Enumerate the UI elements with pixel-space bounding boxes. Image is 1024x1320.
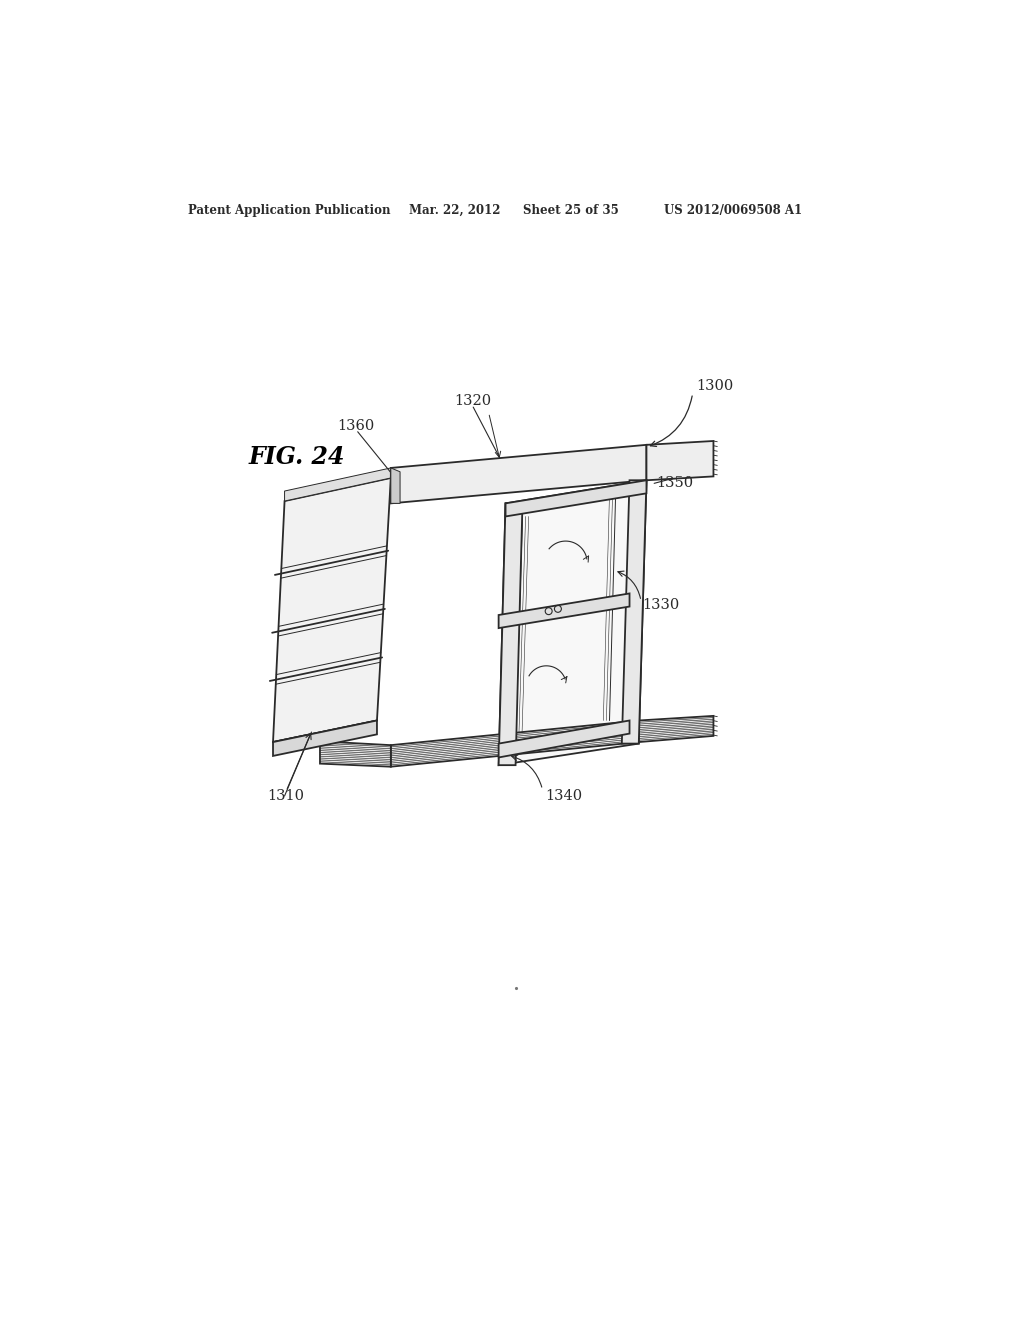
Text: Mar. 22, 2012: Mar. 22, 2012	[410, 205, 501, 218]
Text: FIG. 24: FIG. 24	[249, 445, 345, 469]
Polygon shape	[273, 721, 377, 756]
Text: 1320: 1320	[454, 393, 492, 408]
Text: 1350: 1350	[656, 477, 693, 490]
Polygon shape	[499, 503, 522, 766]
Polygon shape	[506, 480, 646, 516]
Polygon shape	[622, 480, 646, 743]
Polygon shape	[646, 441, 714, 480]
Polygon shape	[639, 715, 714, 742]
Polygon shape	[499, 480, 646, 766]
Polygon shape	[391, 721, 639, 767]
Polygon shape	[285, 469, 391, 502]
Polygon shape	[273, 478, 391, 742]
Polygon shape	[499, 594, 630, 628]
Polygon shape	[391, 469, 400, 480]
Text: US 2012/0069508 A1: US 2012/0069508 A1	[665, 205, 802, 218]
Polygon shape	[391, 445, 646, 503]
Text: 1330: 1330	[643, 598, 680, 612]
Polygon shape	[319, 742, 391, 767]
Text: 1360: 1360	[337, 420, 374, 433]
Text: 1310: 1310	[267, 789, 304, 803]
Polygon shape	[391, 469, 400, 503]
Text: Patent Application Publication: Patent Application Publication	[188, 205, 391, 218]
Text: Sheet 25 of 35: Sheet 25 of 35	[523, 205, 620, 218]
Text: 1300: 1300	[696, 379, 734, 393]
Polygon shape	[499, 721, 630, 758]
Text: 1340: 1340	[545, 789, 582, 803]
